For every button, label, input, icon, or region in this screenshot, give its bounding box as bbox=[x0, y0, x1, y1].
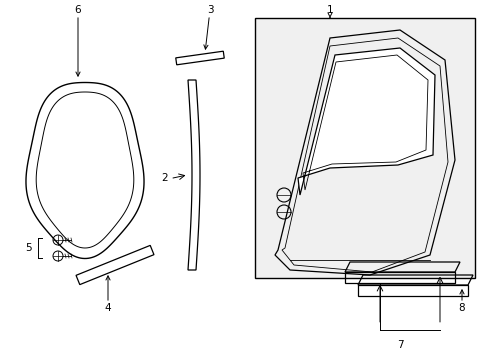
Polygon shape bbox=[297, 48, 434, 195]
Bar bbox=[254, 18, 474, 278]
Text: 5: 5 bbox=[24, 243, 31, 253]
Text: 8: 8 bbox=[458, 290, 465, 313]
Text: 7: 7 bbox=[396, 340, 403, 350]
Text: 6: 6 bbox=[75, 5, 81, 76]
Text: 1: 1 bbox=[326, 5, 333, 18]
Text: 3: 3 bbox=[203, 5, 213, 49]
Text: 4: 4 bbox=[104, 276, 111, 313]
Text: 2: 2 bbox=[162, 173, 168, 183]
